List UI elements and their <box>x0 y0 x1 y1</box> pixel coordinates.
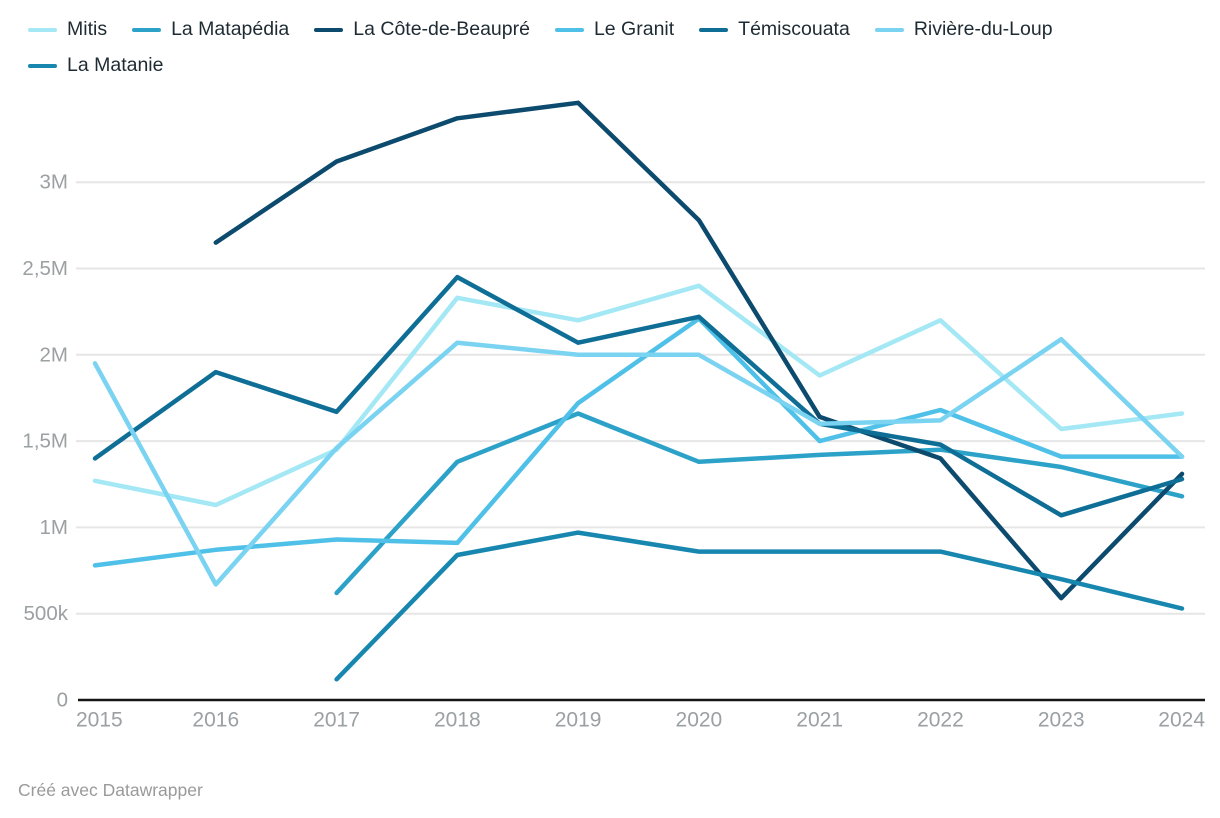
series-line-mitis[interactable] <box>92 283 1185 508</box>
series-line-riviere-du-loup[interactable] <box>92 337 1185 587</box>
x-tick-label-2020: 2020 <box>676 708 723 731</box>
legend: Mitis La Matapédia La Côte-de-Beaupré Le Gr… <box>28 16 1198 79</box>
legend-item-mitis: Mitis <box>28 16 107 43</box>
attribution-text: Créé avec Datawrapper <box>18 780 203 800</box>
legend-swatch-la-cote-de-beaupre <box>314 27 344 32</box>
legend-label-mitis: Mitis <box>67 18 108 40</box>
legend-item-temiscouata: Témiscouata <box>699 16 850 43</box>
y-tick-label-2,5M: 2,5M <box>22 257 68 280</box>
legend-swatch-riviere-du-loup <box>874 27 904 32</box>
legend-swatch-la-matanie <box>28 63 57 68</box>
legend-label-la-cote-de-beaupre: La Côte-de-Beaupré <box>353 18 530 40</box>
legend-label-la-matanie: La Matanie <box>67 54 164 76</box>
legend-label-le-granit: Le Granit <box>593 18 675 40</box>
legend-item-la-matanie: La Matanie <box>28 52 163 79</box>
y-tick-label-2M: 2M <box>40 343 68 366</box>
legend-item-le-granit: Le Granit <box>554 16 675 43</box>
x-tick-label-2016: 2016 <box>192 708 239 731</box>
x-tick-label-2024: 2024 <box>1158 708 1205 731</box>
legend-swatch-le-granit <box>554 27 584 32</box>
x-tick-label-2019: 2019 <box>555 708 602 731</box>
x-tick-label-2017: 2017 <box>313 708 360 731</box>
legend-swatch-temiscouata <box>699 27 729 32</box>
y-tick-label-0: 0 <box>57 689 68 712</box>
series-line-la-matanie[interactable] <box>334 530 1185 682</box>
y-tick-label-1,5M: 1,5M <box>22 430 68 453</box>
y-tick-label-500k: 500k <box>24 602 69 625</box>
series-line-la-cote-de-beaupre[interactable] <box>213 100 1185 601</box>
legend-swatch-mitis <box>28 27 57 32</box>
series-line-le-granit[interactable] <box>92 316 1185 568</box>
x-tick-label-2023: 2023 <box>1038 708 1085 731</box>
legend-item-riviere-du-loup: Rivière-du-Loup <box>874 16 1053 43</box>
series-line-la-matapedia[interactable] <box>334 411 1185 596</box>
legend-swatch-la-matapedia <box>132 27 162 32</box>
x-tick-label-2022: 2022 <box>917 708 964 731</box>
series-line-temiscouata[interactable] <box>92 274 1185 518</box>
legend-label-temiscouata: Témiscouata <box>738 18 850 40</box>
legend-item-la-cote-de-beaupre: La Côte-de-Beaupré <box>314 16 530 43</box>
x-tick-label-2021: 2021 <box>796 708 843 731</box>
legend-label-riviere-du-loup: Rivière-du-Loup <box>913 18 1053 40</box>
x-tick-label-2018: 2018 <box>434 708 481 731</box>
y-tick-label-3M: 3M <box>40 171 68 194</box>
legend-item-la-matapedia: La Matapédia <box>132 16 289 43</box>
x-tick-label-2015: 2015 <box>76 708 123 731</box>
legend-label-la-matapedia: La Matapédia <box>171 18 290 40</box>
y-tick-label-1M: 1M <box>40 516 68 539</box>
